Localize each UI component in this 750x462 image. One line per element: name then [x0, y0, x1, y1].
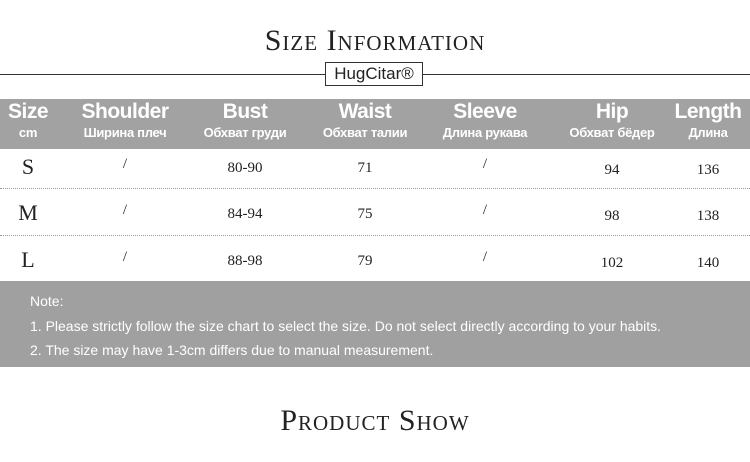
column-header-waist: Waist Обхват талии — [322, 99, 408, 141]
cell-bust: 80-90 — [227, 160, 263, 176]
cell-waist: 75 — [357, 206, 373, 222]
table-header: Size cm Shoulder Ширина плеч Bust Обхват груд… — [0, 99, 750, 149]
row-divider — [0, 235, 750, 236]
column-header-shoulder: Shoulder Ширина плеч — [81, 99, 169, 141]
cell-waist: 71 — [357, 160, 373, 176]
cell-hip: 98 — [604, 208, 620, 224]
note-label: Note: — [30, 293, 64, 309]
header-en: Shoulder — [81, 100, 169, 123]
table-row: M / 84-94 75 / 98 138 — [0, 196, 750, 242]
cell-size: M — [18, 200, 38, 225]
product-show-title: Product Show — [280, 404, 470, 437]
column-header-hip: Hip Обхват бёдер — [569, 99, 654, 141]
header-en: Bust — [222, 100, 268, 123]
cell-shoulder: / — [122, 202, 128, 218]
header-ru: Обхват груди — [203, 125, 287, 140]
cell-length: 136 — [696, 162, 720, 178]
header-en: Sleeve — [453, 100, 517, 123]
note-box: Note: 1. Please strictly follow the size… — [0, 281, 750, 367]
brand-logo: HugCitar® — [325, 62, 423, 86]
cell-hip: 94 — [604, 162, 620, 178]
header-ru: cm — [18, 125, 38, 140]
table-row: S / 80-90 71 / 94 136 — [0, 150, 750, 196]
cell-bust: 88-98 — [227, 253, 263, 269]
header-en: Size — [7, 100, 49, 123]
size-information-title: Size Information — [264, 24, 486, 57]
cell-length: 138 — [696, 208, 720, 224]
column-header-length: Length Длина — [675, 99, 742, 141]
cell-sleeve: / — [482, 202, 488, 218]
note-line-2: 2. The size may have 1-3cm differs due t… — [30, 342, 434, 358]
cell-shoulder: / — [122, 156, 128, 172]
table-row: L / 88-98 79 / 102 140 — [0, 243, 750, 289]
header-ru: Обхват талии — [322, 125, 408, 140]
header-en: Waist — [338, 100, 392, 123]
cell-waist: 79 — [357, 253, 373, 269]
column-header-size: Size cm — [7, 99, 49, 141]
row-divider — [0, 188, 750, 189]
divider-left — [0, 74, 325, 75]
cell-shoulder: / — [122, 249, 128, 265]
cell-length: 140 — [696, 255, 720, 271]
cell-sleeve: / — [482, 156, 488, 172]
cell-bust: 84-94 — [227, 206, 263, 222]
header-en: Hip — [595, 100, 629, 123]
divider-right — [423, 74, 750, 75]
column-header-bust: Bust Обхват груди — [204, 99, 287, 141]
header-en: Length — [674, 100, 742, 123]
cell-hip: 102 — [600, 255, 624, 271]
cell-size: S — [21, 154, 35, 179]
header-ru: Длина — [688, 125, 728, 140]
header-ru: Обхват бёдер — [569, 125, 655, 140]
header-ru: Ширина плеч — [83, 125, 167, 140]
column-header-sleeve: Sleeve Длина рукава — [442, 99, 528, 141]
cell-sleeve: / — [482, 249, 488, 265]
cell-size: L — [21, 247, 35, 272]
note-line-1: 1. Please strictly follow the size chart… — [30, 318, 662, 334]
header-ru: Длина рукава — [442, 125, 528, 140]
